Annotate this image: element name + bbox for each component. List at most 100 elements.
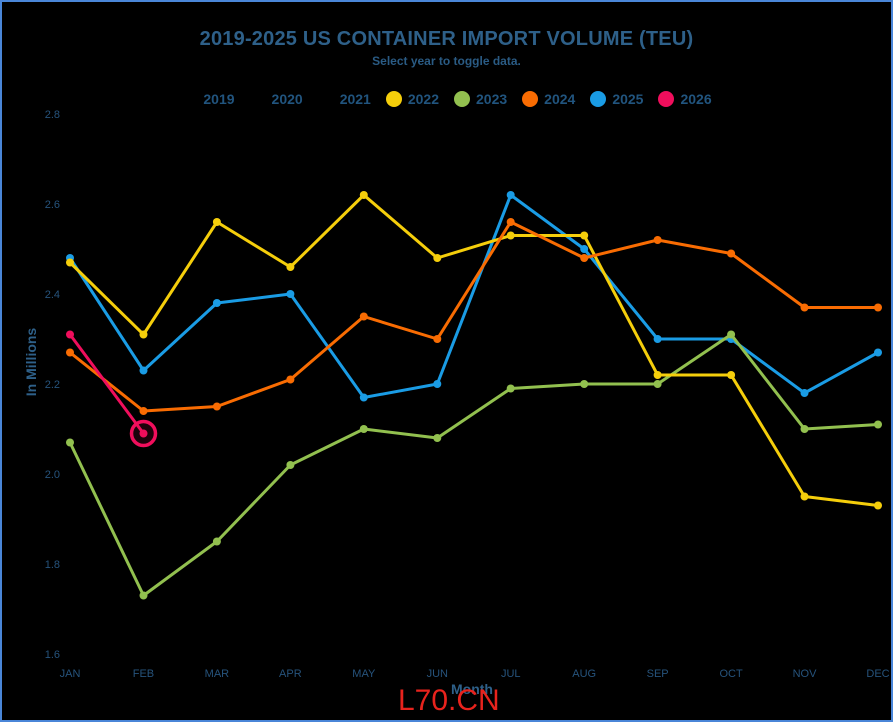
series-point-2024 bbox=[286, 375, 295, 384]
y-tick-label: 2.0 bbox=[45, 469, 60, 481]
x-tick-label: MAY bbox=[352, 668, 376, 680]
x-tick-label: DEC bbox=[866, 668, 889, 680]
y-tick-label: 2.4 bbox=[45, 289, 60, 301]
legend-item-2021[interactable]: 2021 bbox=[318, 91, 371, 107]
y-tick-label: 2.6 bbox=[45, 199, 60, 211]
x-tick-label: AUG bbox=[572, 668, 596, 680]
chart-subtitle: Select year to toggle data. bbox=[372, 54, 521, 68]
legend-label: 2020 bbox=[271, 91, 303, 107]
series-point-2022 bbox=[433, 254, 442, 262]
legend-swatch-2023 bbox=[454, 91, 470, 107]
y-axis-title: In Millions bbox=[23, 328, 39, 397]
legend-item-2023[interactable]: 2023 bbox=[454, 91, 507, 107]
series-line-2023 bbox=[68, 333, 880, 597]
series-point-2025 bbox=[874, 348, 882, 357]
series-point-2022 bbox=[286, 263, 295, 271]
series-point-2022 bbox=[506, 231, 515, 240]
legend-swatch-2022 bbox=[385, 91, 402, 107]
series-point-2023 bbox=[506, 384, 515, 393]
x-tick-label: SEP bbox=[647, 668, 669, 680]
y-tick-label: 2.2 bbox=[45, 379, 60, 391]
series-point-2025 bbox=[212, 299, 221, 307]
series-point-2024 bbox=[727, 249, 736, 258]
x-tick-label: JUN bbox=[427, 668, 448, 680]
legend-label: 2022 bbox=[407, 91, 439, 107]
series-point-2024 bbox=[653, 236, 662, 244]
series-point-2026 bbox=[66, 330, 74, 339]
series-line-2024 bbox=[68, 220, 880, 413]
series-point-2023 bbox=[66, 438, 74, 447]
legend-label: 2021 bbox=[339, 91, 371, 107]
series-point-2022 bbox=[874, 501, 882, 510]
series-point-2024 bbox=[506, 218, 515, 226]
legend-swatch-2026 bbox=[658, 91, 675, 107]
series-point-2022 bbox=[580, 231, 589, 240]
legend-item-2019[interactable]: 2019 bbox=[181, 91, 234, 107]
series-point-2022 bbox=[139, 330, 148, 339]
series-point-2023 bbox=[653, 380, 662, 388]
series-point-2025 bbox=[506, 191, 515, 199]
series-point-2023 bbox=[359, 425, 368, 433]
series-point-2023 bbox=[286, 461, 295, 469]
legend-item-2025[interactable]: 2025 bbox=[590, 91, 643, 107]
x-tick-label: JAN bbox=[60, 668, 81, 680]
series-point-2022 bbox=[359, 191, 368, 199]
legend-label: 2023 bbox=[476, 91, 508, 107]
legend-item-2020[interactable]: 2020 bbox=[250, 91, 303, 107]
series-point-2023 bbox=[727, 330, 736, 339]
series-point-2025 bbox=[580, 245, 589, 253]
watermark: L70.CN bbox=[398, 684, 500, 717]
series-point-2024 bbox=[800, 303, 809, 312]
legend-item-2024[interactable]: 2024 bbox=[522, 91, 575, 107]
series-point-2024 bbox=[874, 303, 882, 312]
series-point-2026 bbox=[139, 429, 148, 438]
series-point-2024 bbox=[139, 407, 148, 415]
series-point-2023 bbox=[800, 425, 809, 433]
series-point-2025 bbox=[359, 393, 368, 402]
legend-label: 2019 bbox=[203, 91, 235, 107]
y-tick-label: 2.8 bbox=[45, 109, 60, 121]
series-point-2023 bbox=[139, 591, 148, 600]
series-point-2022 bbox=[66, 258, 74, 267]
series-point-2022 bbox=[653, 371, 662, 379]
x-tick-label: JUL bbox=[501, 668, 521, 680]
series-point-2025 bbox=[286, 290, 295, 298]
x-tick-label: OCT bbox=[719, 668, 743, 680]
series-point-2023 bbox=[433, 434, 442, 442]
legend-label: 2025 bbox=[612, 91, 644, 107]
legend-item-2026[interactable]: 2026 bbox=[658, 91, 712, 107]
series-point-2025 bbox=[139, 366, 148, 375]
series-point-2022 bbox=[212, 218, 221, 226]
series-point-2024 bbox=[433, 335, 442, 343]
x-tick-label: MAR bbox=[205, 668, 230, 680]
series-point-2025 bbox=[653, 335, 662, 343]
series-point-2024 bbox=[580, 254, 589, 262]
y-tick-label: 1.8 bbox=[45, 559, 60, 571]
series-point-2023 bbox=[580, 380, 589, 388]
legend-swatch-2025 bbox=[590, 91, 607, 107]
series-point-2022 bbox=[727, 371, 736, 379]
x-axis-title: Month bbox=[451, 681, 493, 697]
legend-item-2022[interactable]: 2022 bbox=[385, 91, 439, 107]
x-tick-label: APR bbox=[279, 668, 302, 680]
series-line-2022 bbox=[68, 193, 880, 507]
legend-label: 2024 bbox=[544, 91, 576, 107]
series-point-2023 bbox=[212, 537, 221, 546]
series-point-2024 bbox=[359, 312, 368, 321]
legend: 2019 2020 2021 2022 2023 2024 2025 2026 bbox=[2, 88, 891, 110]
legend-swatch-2024 bbox=[522, 91, 539, 107]
series-line-2026 bbox=[68, 333, 145, 435]
series-point-2024 bbox=[66, 348, 74, 357]
series-point-2022 bbox=[800, 492, 809, 501]
chart-title: 2019-2025 US CONTAINER IMPORT VOLUME (TE… bbox=[199, 28, 694, 50]
series-point-2025 bbox=[800, 389, 809, 397]
series-point-2024 bbox=[212, 402, 221, 411]
x-tick-label: FEB bbox=[133, 668, 154, 680]
x-tick-label: NOV bbox=[793, 668, 818, 680]
y-tick-label: 1.6 bbox=[45, 649, 60, 661]
series-point-2023 bbox=[874, 420, 882, 429]
series-point-2025 bbox=[433, 380, 442, 388]
highlight-ring-2026 bbox=[129, 419, 158, 448]
